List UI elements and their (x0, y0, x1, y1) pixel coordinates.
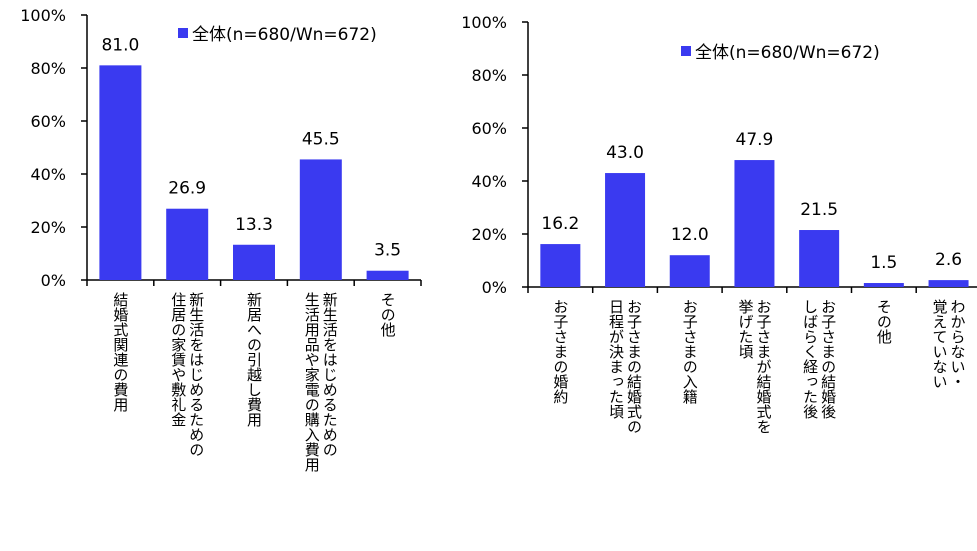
bar (734, 160, 775, 287)
data-label: 12.0 (671, 225, 709, 245)
data-label: 13.3 (235, 215, 273, 235)
data-label: 43.0 (606, 143, 644, 163)
category-label: 新生活をはじめるための 住居の家賃や敷礼金 (169, 292, 206, 457)
y-tick-label: 60% (471, 119, 507, 138)
legend-swatch (178, 27, 188, 38)
category-label: 新居への引越し費用 (245, 292, 263, 427)
bar (540, 244, 581, 287)
y-tick-label: 40% (471, 172, 507, 191)
y-tick-label: 0% (41, 271, 66, 290)
data-label: 47.9 (736, 130, 774, 150)
legend-swatch (681, 45, 691, 56)
category-label: お子さまの結婚後 しばらく経った後 (801, 299, 838, 419)
bar (605, 173, 646, 287)
legend-label: 全体(n=680/Wn=672) (192, 25, 377, 45)
chart-right: 0% 20% 40% 60% 80% 100% 16.2 43.0 12.0 47.9 21.5 1.… (461, 13, 977, 297)
category-label: お子さまの入籍 (680, 299, 699, 404)
bar (799, 230, 840, 287)
data-label: 26.9 (168, 179, 206, 199)
y-tick-label: 0% (482, 278, 507, 297)
category-label: その他 (378, 292, 397, 337)
category-label: お子さまの結婚式の 日程が決まった頃 (607, 299, 644, 434)
legend-label: 全体(n=680/Wn=672) (695, 43, 880, 63)
bar (233, 244, 275, 280)
y-tick-label: 100% (20, 6, 66, 25)
bar (863, 283, 904, 287)
data-label: 3.5 (374, 241, 401, 261)
bar (166, 208, 209, 280)
legend-right: 全体(n=680/Wn=672) (681, 38, 880, 63)
bar (366, 270, 409, 280)
bar (669, 255, 710, 287)
y-tick-label: 20% (471, 225, 507, 244)
data-label: 45.5 (302, 129, 340, 149)
data-label: 1.5 (870, 253, 897, 273)
y-tick-label: 20% (30, 218, 66, 237)
data-label: 21.5 (800, 200, 838, 220)
category-label: 結婚式関連の費用 (111, 292, 130, 412)
y-tick-label: 80% (471, 66, 507, 85)
data-label: 81.0 (101, 35, 139, 55)
bar (299, 159, 342, 280)
y-tick-label: 100% (461, 13, 507, 32)
bar (928, 280, 969, 287)
bar (99, 65, 142, 280)
category-label: 新生活をはじめるための 生活用品や家電の購入費用 (302, 292, 339, 472)
y-tick-label: 60% (30, 112, 66, 131)
category-label: お子さまが結婚式を 挙げた頃 (736, 299, 773, 434)
data-label: 16.2 (541, 214, 579, 234)
category-label: わからない・ 覚えていない (930, 299, 967, 389)
data-label: 2.6 (935, 250, 962, 270)
y-tick-label: 40% (30, 165, 66, 184)
category-label: お子さまの婚約 (551, 299, 570, 404)
category-label: その他 (874, 299, 893, 344)
y-tick-label: 80% (30, 59, 66, 78)
chart-left: 0% 20% 40% 60% 80% 100% 81.0 26.9 13.3 45.5 3.5 (20, 6, 422, 290)
legend-left: 全体(n=680/Wn=672) (178, 20, 377, 45)
